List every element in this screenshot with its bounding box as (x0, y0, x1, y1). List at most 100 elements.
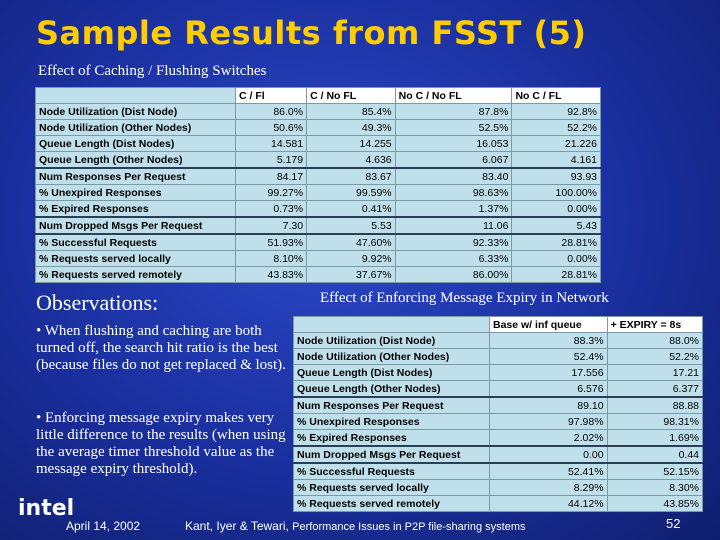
table-cell: 99.27% (234, 184, 308, 201)
table-row: % Expired Responses 0.73% 0.41% 1.37% 0.00% (35, 200, 601, 218)
table-cell: 37.67% (306, 266, 396, 283)
row-label: % Unexpired Responses (35, 184, 236, 201)
table-row: Num Dropped Msgs Per Request 0.00 0.44 (293, 445, 704, 464)
footer-paper-title: Performance Issues in P2P file-sharing s… (292, 521, 526, 533)
column-header: No C / FL (511, 87, 601, 104)
table-row: % Requests served remotely 44.12% 43.85% (293, 495, 704, 512)
row-label: Queue Length (Other Nodes) (35, 151, 236, 169)
table-cell: 84.17 (234, 167, 308, 185)
row-label: % Requests served locally (35, 250, 236, 267)
table-cell: 0.41% (306, 200, 396, 218)
table-row: Num Dropped Msgs Per Request 7.30 5.53 11.0… (35, 216, 601, 235)
row-label: Node Utilization (Dist Node) (35, 103, 236, 120)
table-cell: 6.067 (394, 151, 513, 169)
table-cell: 14.581 (234, 135, 308, 152)
table-cell: 92.33% (394, 233, 513, 251)
table-cell: 0.00% (511, 200, 601, 218)
table-row: Queue Length (Dist Nodes) 14.581 14.255 16.… (35, 135, 601, 152)
table-cell: 1.37% (394, 200, 513, 218)
column-header: + EXPIRY = 8s (606, 316, 704, 333)
table-cell: 5.53 (306, 216, 396, 235)
observations-heading: Observations: (36, 290, 159, 315)
slide-subtitle: Effect of Caching / Flushing Switches (38, 63, 267, 79)
footer-authors: Kant, Iyer & Tewari, (185, 519, 293, 533)
table-cell: 52.41% (489, 462, 608, 480)
row-label: Num Dropped Msgs Per Request (293, 445, 490, 464)
footer-date: April 14, 2002 (66, 519, 141, 533)
table-cell: 6.377 (606, 380, 704, 398)
intel-logo: intel (18, 496, 75, 521)
column-header: Base w/ inf queue (489, 316, 608, 333)
row-label: % Successful Requests (35, 233, 236, 251)
table-cell: 8.29% (489, 479, 608, 496)
table-row: Node Utilization (Other Nodes) 50.6% 49.3%… (35, 119, 601, 136)
table-cell: 17.556 (489, 364, 608, 381)
table-cell: 17.21 (606, 364, 704, 381)
row-label: % Expired Responses (293, 429, 490, 447)
table-cell: 0.00% (511, 250, 601, 267)
bullet-text: Enforcing message expiry makes very litt… (36, 410, 286, 477)
table-cell: 4.161 (511, 151, 601, 169)
table-cell: 92.8% (511, 103, 601, 120)
table-cell: 8.10% (234, 250, 308, 267)
table-cell: 89.10 (489, 396, 608, 414)
row-label: % Requests served remotely (35, 266, 236, 283)
row-label: % Expired Responses (35, 200, 236, 218)
column-header: C / Fl (234, 87, 308, 104)
row-label: Node Utilization (Other Nodes) (35, 119, 236, 136)
observation-bullet-2: • Enforcing message expiry makes very li… (36, 410, 286, 478)
table-cell: 0.44 (606, 445, 704, 464)
table-cell: 21.226 (511, 135, 601, 152)
table-row: % Successful Requests 52.41% 52.15% (293, 462, 704, 480)
table-cell: 7.30 (234, 216, 308, 235)
table-cell: 52.2% (511, 119, 601, 136)
table-cell: 43.85% (606, 495, 704, 512)
table-cell: 93.93 (511, 167, 601, 185)
row-label: Node Utilization (Other Nodes) (293, 348, 490, 365)
table-cell: 51.93% (234, 233, 308, 251)
table-cell: 97.98% (489, 413, 608, 430)
column-header: C / No FL (306, 87, 396, 104)
row-label: Queue Length (Dist Nodes) (35, 135, 236, 152)
table-cell: 50.6% (234, 119, 308, 136)
row-label: Queue Length (Dist Nodes) (293, 364, 490, 381)
table-cell: 83.40 (394, 167, 513, 185)
table-cell: 4.636 (306, 151, 396, 169)
table-row: Queue Length (Other Nodes) 6.576 6.377 (293, 380, 704, 398)
table-row: % Requests served locally 8.29% 8.30% (293, 479, 704, 496)
message-expiry-table: Base w/ inf queue + EXPIRY = 8s Node Utili… (293, 316, 704, 512)
bullet-dot-icon: • (36, 323, 45, 339)
row-label: % Requests served remotely (293, 495, 490, 512)
table-row: Node Utilization (Dist Node) 88.3% 88.0% (293, 332, 704, 349)
table-cell: 8.30% (606, 479, 704, 496)
table-cell: 14.255 (306, 135, 396, 152)
row-label: Queue Length (Other Nodes) (293, 380, 490, 398)
table-cell: 44.12% (489, 495, 608, 512)
table-row: % Requests served remotely 43.83% 37.67% 86… (35, 266, 601, 283)
table-cell: 11.06 (394, 216, 513, 235)
bullet-text: When flushing and caching are both turne… (36, 323, 286, 373)
table-cell: 28.81% (511, 266, 601, 283)
table-row: Queue Length (Dist Nodes) 17.556 17.21 (293, 364, 704, 381)
table-cell: 43.83% (234, 266, 308, 283)
table-cell: 86.00% (394, 266, 513, 283)
table-row: % Expired Responses 2.02% 1.69% (293, 429, 704, 447)
table-cell: 47.60% (306, 233, 396, 251)
row-label: Node Utilization (Dist Node) (293, 332, 490, 349)
table-cell: 6.576 (489, 380, 608, 398)
table-row: Node Utilization (Other Nodes) 52.4% 52.2% (293, 348, 704, 365)
table-row: Node Utilization (Dist Node) 86.0% 85.4% 87… (35, 103, 601, 120)
table-cell: 83.67 (306, 167, 396, 185)
table-cell: 0.73% (234, 200, 308, 218)
table-cell: 6.33% (394, 250, 513, 267)
table-cell: 98.63% (394, 184, 513, 201)
table-cell: 52.2% (606, 348, 704, 365)
table-cell: 9.92% (306, 250, 396, 267)
table-row: % Unexpired Responses 99.27% 99.59% 98.63% 1… (35, 184, 601, 201)
table-row: % Unexpired Responses 97.98% 98.31% (293, 413, 704, 430)
table-cell: 52.4% (489, 348, 608, 365)
table-cell: 88.88 (606, 396, 704, 414)
table-cell: 86.0% (234, 103, 308, 120)
table-row: % Requests served locally 8.10% 9.92% 6.33%… (35, 250, 601, 267)
table-cell: 52.15% (606, 462, 704, 480)
